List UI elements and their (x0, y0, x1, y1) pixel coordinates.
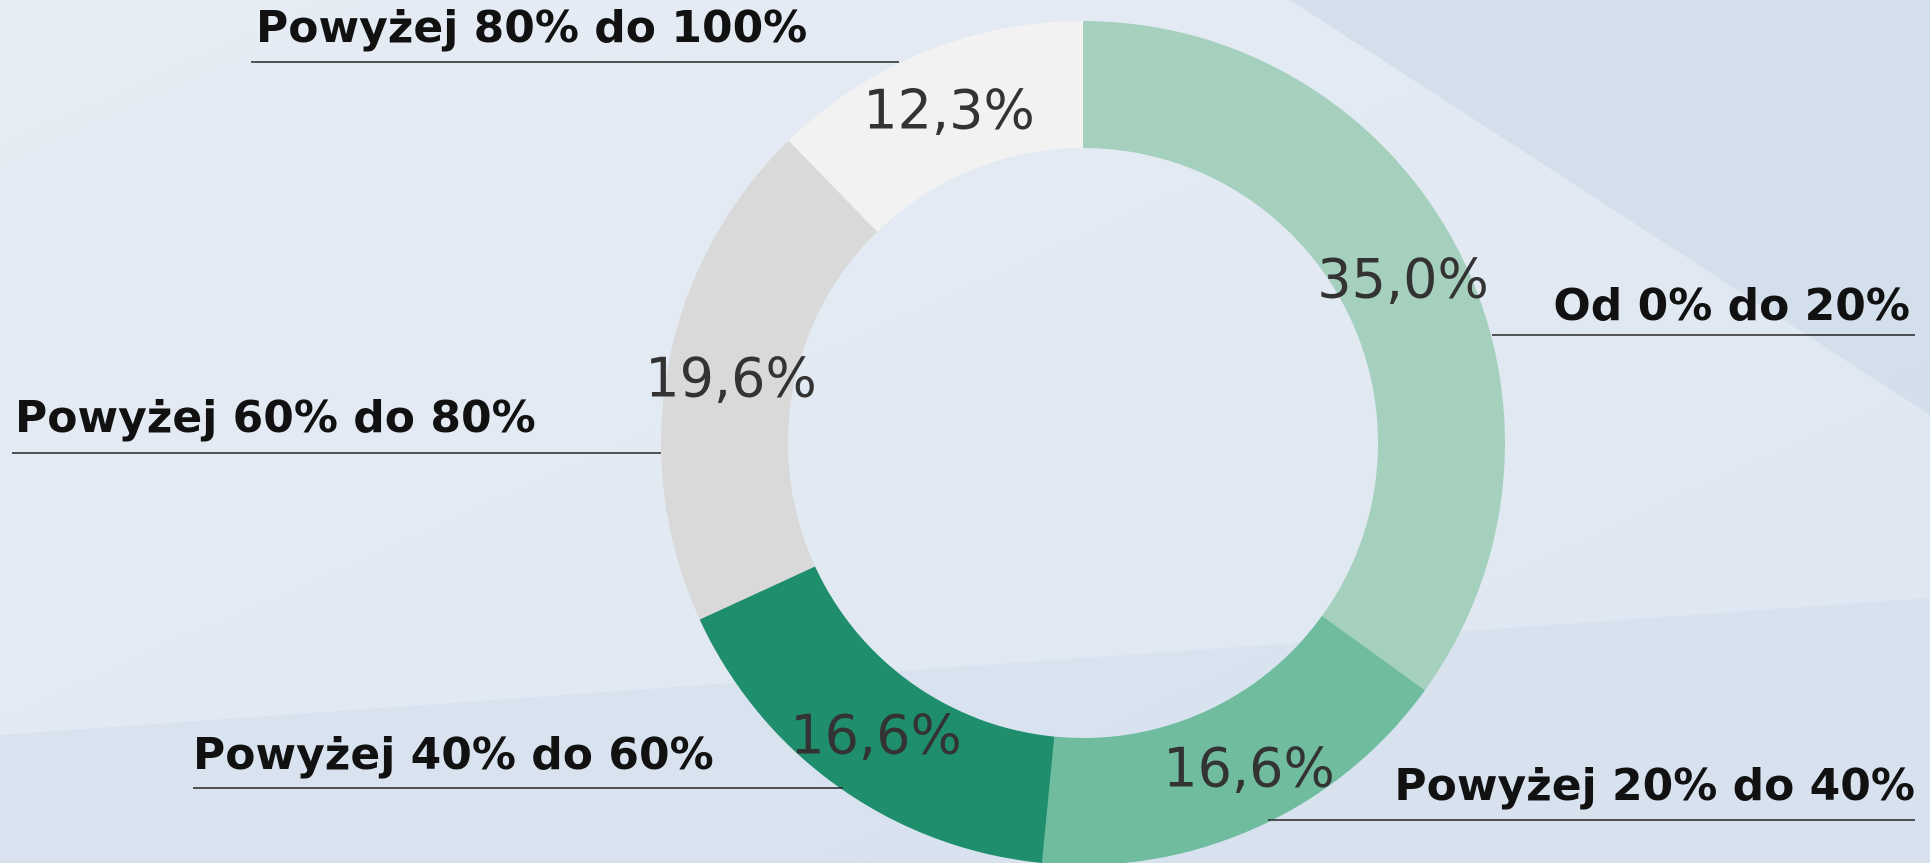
data-label: 12,3% (863, 79, 1035, 142)
category-label: Powyżej 20% do 40% (1394, 760, 1915, 811)
donut-slice (661, 140, 878, 620)
plot: 35,0% Od 0% do 20% 16,6% Powyżej 20% do 40%… (12, 2, 1915, 863)
category-label: Powyżej 40% do 60% (193, 729, 714, 780)
data-label: 19,6% (645, 347, 817, 410)
category-label: Powyżej 60% do 80% (15, 392, 536, 443)
data-label: 35,0% (1317, 248, 1489, 311)
donut-slice (788, 21, 1083, 232)
category-label: Od 0% do 20% (1553, 280, 1910, 331)
donut-slice (1083, 21, 1505, 691)
data-label: 16,6% (1163, 737, 1335, 800)
donut-slice (699, 566, 1055, 863)
category-label: Powyżej 80% do 100% (256, 2, 807, 53)
data-label: 16,6% (790, 704, 962, 767)
background-shape (1290, 0, 1930, 415)
donut-slice (1042, 615, 1425, 863)
